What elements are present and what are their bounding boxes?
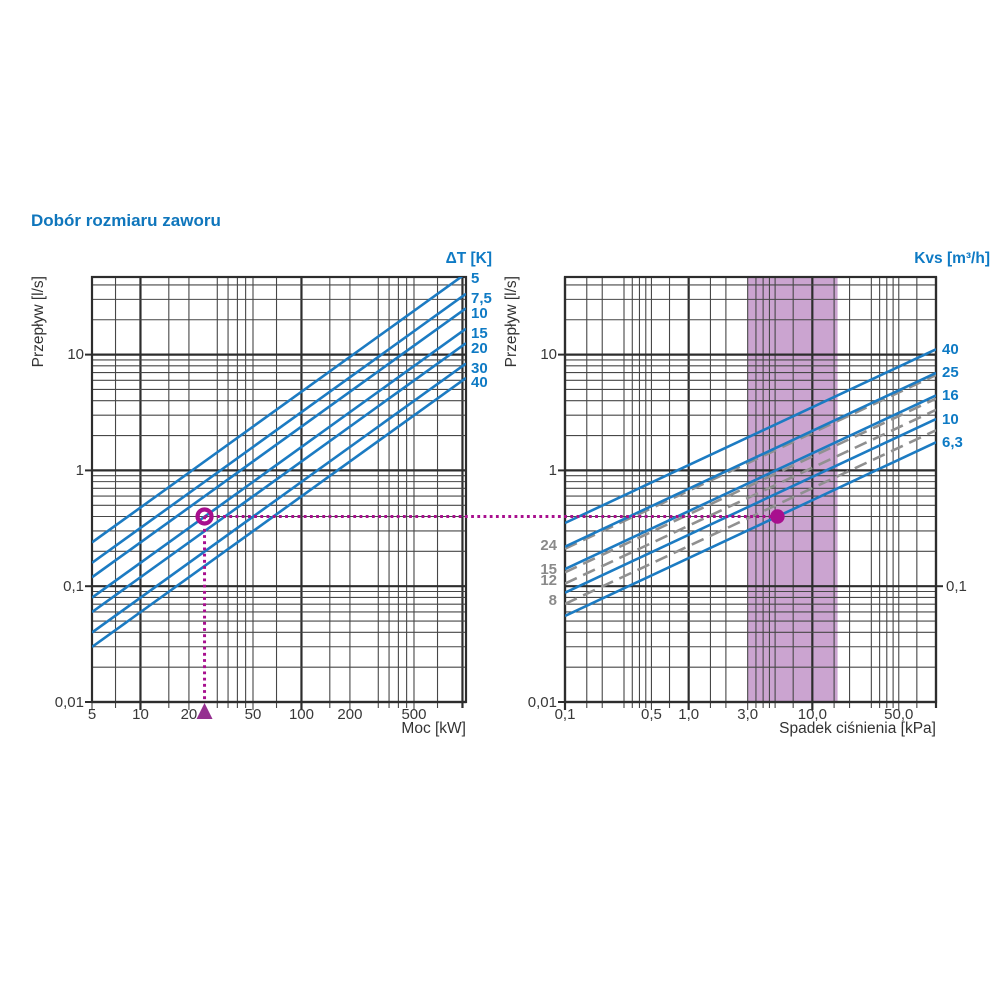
kvs-line-label: 40 (942, 340, 959, 358)
kvs-gray-line-24 (565, 373, 936, 550)
kvs-line-6,3 (565, 441, 936, 618)
delta-t-line-label: 30 (471, 360, 488, 378)
power-vs-flow-series (92, 277, 466, 649)
delta-t-line-label: 15 (471, 325, 488, 343)
kvs-gray-line-12 (565, 408, 936, 585)
delta-t-line-7,5 (92, 292, 466, 564)
y-tick-label: 0,01 (527, 693, 557, 711)
kvs-line-label: 25 (942, 364, 959, 382)
y-tick-label: 0,01 (54, 693, 84, 711)
delta-t-line-15 (92, 327, 466, 599)
y-tick-label: 0,1 (63, 577, 84, 595)
kvs-line-16 (565, 394, 936, 571)
delta-t-line-5 (92, 277, 464, 544)
y-tick-label: 1 (75, 461, 84, 479)
delta-t-line-label: 10 (471, 304, 488, 322)
y-tick-label: 10 (67, 346, 84, 364)
kvs-line-label: 10 (942, 410, 959, 428)
x-tick-label: 50,0 (884, 706, 914, 723)
x-tick-label: 0,5 (641, 706, 662, 723)
kvs-line-label: 6,3 (942, 433, 963, 451)
pressure-drop-vs-flow-frame (563, 275, 938, 704)
delta-t-line-label: 7,5 (471, 290, 492, 308)
x-tick-label: 10 (132, 706, 149, 723)
kvs-gray-line-label: 24 (540, 537, 557, 555)
delta-t-line-20 (92, 342, 466, 614)
x-tick-label: 100 (288, 706, 314, 723)
selection-ring-marker (195, 507, 214, 526)
x-tick-label: 5 (87, 706, 97, 723)
x-tick-label: 10,0 (797, 706, 827, 723)
kvs-line-10 (565, 417, 936, 594)
power-vs-flow-grid (85, 277, 466, 710)
delta-t-legend-title: ΔT [K] (445, 250, 492, 267)
x-tick-label: 20 (180, 706, 198, 723)
page-title: Dobór rozmiaru zaworu (31, 211, 221, 230)
delta-t-line-40 (92, 376, 466, 649)
delta-t-line-label: 40 (471, 374, 488, 392)
x-tick-label: 1,0 (678, 706, 700, 723)
x-axis-title-power: Moc [kW] (401, 720, 466, 737)
pressure-drop-vs-flow-series (565, 348, 936, 618)
y-tick-label: 10 (540, 346, 557, 364)
y-tick-label: 1 (548, 461, 557, 479)
x-tick-label: 50 (244, 706, 262, 723)
delta-t-line-label: 5 (471, 269, 480, 287)
x-tick-label: 0,1 (554, 706, 576, 723)
selection-example (195, 507, 785, 719)
power-vs-flow-frame (90, 275, 468, 704)
delta-t-line-label: 20 (471, 339, 488, 357)
x-axis-title-pressure-drop: Spadek ciśnienia [kPa] (779, 720, 936, 737)
y-tick-label-right: 0,1 (946, 577, 967, 595)
recommended-pressure-band (747, 277, 838, 702)
x-tick-label: 200 (337, 706, 363, 723)
kvs-line-40 (565, 348, 936, 525)
delta-t-line-10 (92, 307, 466, 579)
x-tick-label: 500 (401, 706, 427, 723)
kvs-gray-line-label: 12 (540, 572, 557, 590)
x-tick-label: 3,0 (737, 706, 759, 723)
kvs-legend-title: Kvs [m³/h] (914, 250, 990, 267)
selection-triangle-marker (196, 703, 213, 719)
kvs-gray-line-15 (565, 397, 936, 574)
delta-t-line-30 (92, 362, 466, 634)
selection-dot-marker (770, 509, 785, 524)
kvs-gray-line-label: 8 (548, 592, 557, 610)
kvs-line-label: 16 (942, 386, 959, 404)
kvs-gray-line-label: 15 (540, 560, 557, 578)
